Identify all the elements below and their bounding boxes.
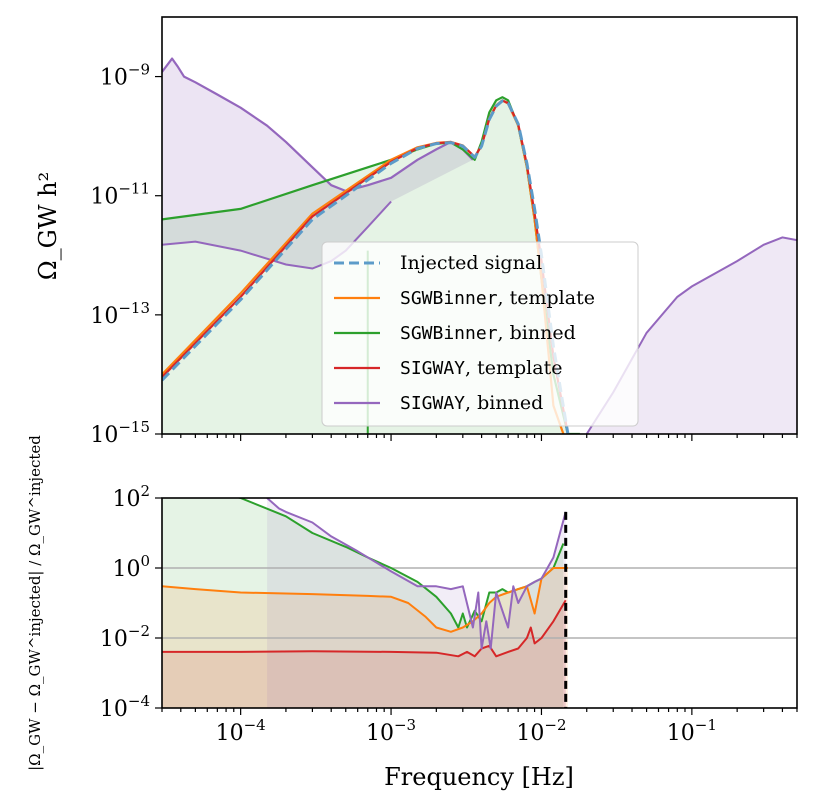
- bottom-fill-sigway_template: [162, 600, 566, 708]
- bottom-y-tick-label: 10−4: [100, 692, 150, 722]
- bottom-fill-sgwb_binned: [162, 498, 564, 708]
- x-tick-label: 10−1: [667, 716, 717, 746]
- x-tick-label: 10−3: [366, 716, 416, 746]
- bottom-y-tick-label: 100: [112, 552, 150, 582]
- bottom-axes-frame: [161, 497, 798, 709]
- legend-label-sigway_binned: SIGWAY, binned: [400, 392, 543, 414]
- legend-box: [321, 241, 639, 427]
- top-y-tick-label: 10−13: [90, 299, 150, 329]
- top-axes-frame: [161, 16, 798, 435]
- sigway-binned-tail-fill: [586, 237, 797, 434]
- bottom-fill-sigway_binned: [267, 498, 566, 708]
- bottom-line-sgwb_template: [162, 567, 568, 633]
- bottom-y-tick-label: 10−2: [100, 622, 150, 652]
- top-y-axis-label: Ω_GW h²: [34, 172, 62, 280]
- top-y-tick-label: 10−15: [90, 418, 150, 448]
- bottom-y-tick-label: 102: [112, 482, 150, 512]
- bottom-y-axis-label: |Ω_GW − Ω_GW^injected| / Ω_GW^injected: [26, 435, 44, 771]
- top-y-tick-label: 10−9: [100, 61, 150, 91]
- legend: Injected signal SGWBinner, template SGWBin…: [321, 241, 639, 427]
- x-axis-label: Frequency [Hz]: [384, 763, 574, 791]
- legend-label-injected: Injected signal: [400, 252, 542, 274]
- bottom-panel: 10−4 10−3 10−2 10−1 102 100 10−2 10−4: [100, 482, 798, 746]
- top-line-sigway_binned-band: [162, 200, 392, 270]
- top-line-injected: [162, 99, 570, 434]
- legend-label-sgwb_template: SGWBinner, template: [400, 287, 595, 309]
- bottom-line-sigway_binned: [266, 498, 567, 650]
- sigway-binned-upper-fill: [162, 58, 473, 269]
- top-line-sigway_binned: [162, 57, 474, 193]
- legend-label-sgwb_binned: SGWBinner, binned: [400, 322, 576, 344]
- top-y-tick-label: 10−11: [90, 180, 150, 210]
- legend-label-sigway_template: SIGWAY, template: [400, 357, 562, 379]
- x-tick-label: 10−4: [216, 716, 266, 746]
- x-tick-label: 10−2: [516, 716, 566, 746]
